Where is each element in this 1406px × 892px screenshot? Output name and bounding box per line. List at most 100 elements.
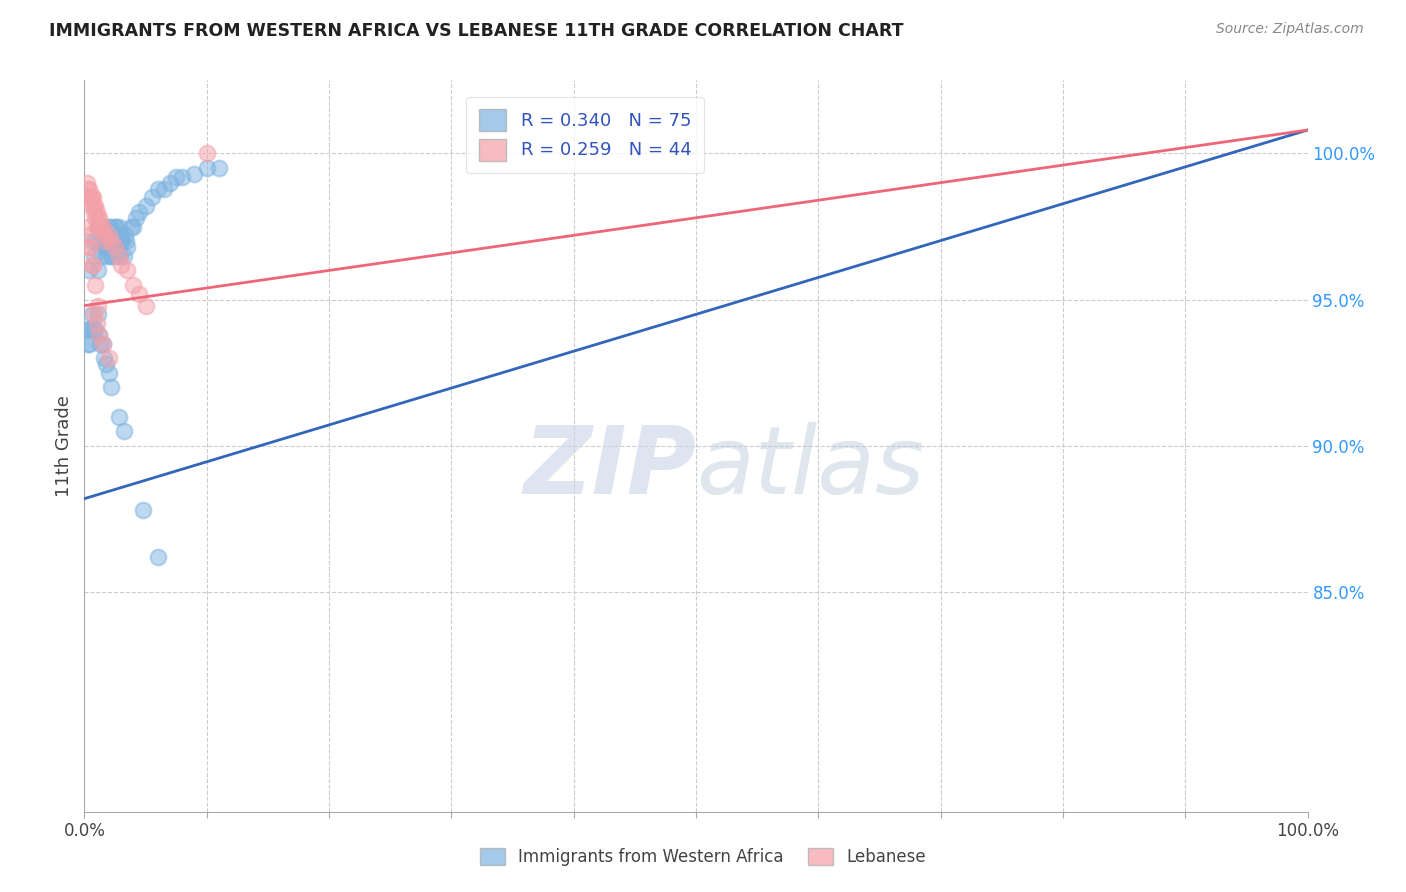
Point <box>104 234 127 248</box>
Point <box>105 249 128 263</box>
Point <box>96 249 118 263</box>
Point <box>115 240 138 254</box>
Point <box>83 249 105 263</box>
Point <box>195 146 218 161</box>
Point <box>87 307 110 321</box>
Point <box>128 205 150 219</box>
Point <box>146 181 169 195</box>
Point <box>105 219 128 234</box>
Point <box>98 219 121 234</box>
Point <box>82 258 104 272</box>
Text: IMMIGRANTS FROM WESTERN AFRICA VS LEBANESE 11TH GRADE CORRELATION CHART: IMMIGRANTS FROM WESTERN AFRICA VS LEBANE… <box>49 22 904 40</box>
Point <box>82 322 104 336</box>
Point <box>114 228 136 243</box>
Point <box>80 258 103 272</box>
Point <box>89 336 111 351</box>
Point <box>77 219 100 234</box>
Point <box>86 205 108 219</box>
Point <box>100 234 122 248</box>
Point <box>84 322 107 336</box>
Point <box>100 380 122 394</box>
Point <box>77 336 100 351</box>
Point <box>104 219 127 234</box>
Point <box>128 286 150 301</box>
Point <box>125 211 148 225</box>
Point <box>94 240 117 254</box>
Point <box>87 263 110 277</box>
Point <box>83 307 105 321</box>
Point <box>90 234 112 248</box>
Point <box>97 234 120 248</box>
Point <box>93 351 115 366</box>
Point <box>93 219 115 234</box>
Point <box>82 190 104 204</box>
Point <box>97 240 120 254</box>
Point <box>107 409 129 424</box>
Point <box>135 199 157 213</box>
Point <box>115 234 138 248</box>
Point <box>100 228 122 243</box>
Point <box>80 190 103 204</box>
Point <box>77 228 100 243</box>
Point <box>110 258 132 272</box>
Point <box>100 249 122 263</box>
Point <box>107 234 129 248</box>
Point <box>96 357 118 371</box>
Point <box>105 228 128 243</box>
Legend: R = 0.340   N = 75, R = 0.259   N = 44: R = 0.340 N = 75, R = 0.259 N = 44 <box>467 96 704 173</box>
Point <box>159 176 181 190</box>
Point <box>77 336 100 351</box>
Point <box>93 228 115 243</box>
Text: ZIP: ZIP <box>523 422 696 514</box>
Point <box>146 550 169 565</box>
Text: Source: ZipAtlas.com: Source: ZipAtlas.com <box>1216 22 1364 37</box>
Point <box>76 176 98 190</box>
Point <box>91 336 114 351</box>
Point <box>120 219 142 234</box>
Point <box>97 228 120 243</box>
Point <box>103 228 125 243</box>
Point <box>104 240 127 254</box>
Point <box>79 322 101 336</box>
Point <box>80 199 103 213</box>
Point <box>87 219 110 234</box>
Point <box>110 234 132 248</box>
Point <box>100 240 122 254</box>
Point <box>87 211 110 225</box>
Text: atlas: atlas <box>696 423 924 514</box>
Point <box>86 316 108 330</box>
Point <box>97 366 120 380</box>
Point <box>91 336 114 351</box>
Point <box>86 219 108 234</box>
Point <box>83 205 105 219</box>
Point <box>86 234 108 248</box>
Point <box>90 249 112 263</box>
Point <box>79 190 101 204</box>
Point <box>77 181 100 195</box>
Point <box>77 181 100 195</box>
Point <box>108 249 131 263</box>
Point <box>165 169 187 184</box>
Point <box>112 425 135 439</box>
Point <box>77 190 100 204</box>
Point <box>87 211 110 225</box>
Point <box>108 228 131 243</box>
Legend: Immigrants from Western Africa, Lebanese: Immigrants from Western Africa, Lebanese <box>472 841 934 873</box>
Point <box>80 307 103 321</box>
Point <box>122 278 145 293</box>
Point <box>83 199 105 213</box>
Point <box>103 240 125 254</box>
Point <box>115 263 138 277</box>
Point <box>87 327 110 342</box>
Point <box>96 234 118 248</box>
Point <box>89 219 111 234</box>
Point <box>122 219 145 234</box>
Point <box>97 228 120 243</box>
Point <box>101 249 124 263</box>
Point <box>105 240 128 254</box>
Point <box>101 234 124 248</box>
Point <box>98 234 121 248</box>
Point <box>77 322 100 336</box>
Point <box>172 169 194 184</box>
Point <box>87 327 110 342</box>
